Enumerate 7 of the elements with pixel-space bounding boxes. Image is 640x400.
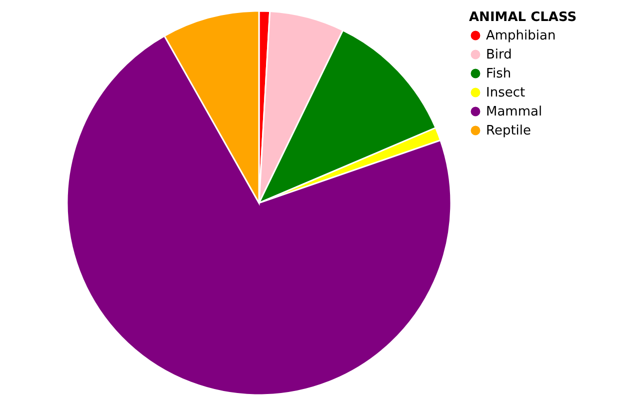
legend-label: Bird [486,48,512,62]
legend-label: Amphibian [486,28,556,44]
legend-label: Reptile [486,124,532,138]
legend-label: Insect [486,86,526,100]
legend-label: Fish [486,66,512,82]
legend-label: Mammal [486,104,542,120]
legend-title: ANIMAL CLASS [469,10,577,25]
